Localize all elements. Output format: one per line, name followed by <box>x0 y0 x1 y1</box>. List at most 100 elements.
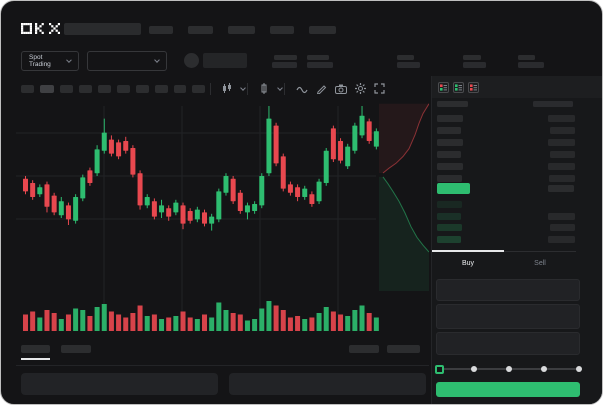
candlestick-series <box>23 115 379 224</box>
camera-icon[interactable] <box>335 84 347 94</box>
divider <box>247 82 248 95</box>
ask-amount-bar <box>549 175 575 182</box>
stat-label <box>307 55 329 60</box>
settings-gear-icon[interactable] <box>355 83 366 94</box>
ask-price-bar <box>437 175 462 182</box>
nav-item-1[interactable] <box>149 26 173 34</box>
slider-stop-3[interactable] <box>541 366 547 372</box>
timeframe-button-8[interactable] <box>155 85 168 93</box>
timeframe-button-3[interactable] <box>60 85 73 93</box>
nav-item-4[interactable] <box>270 26 294 34</box>
volume-series <box>23 301 379 331</box>
tab-sell[interactable]: Sell <box>534 260 546 267</box>
bottom-tab-1[interactable] <box>21 345 50 353</box>
bottom-right-item-2[interactable] <box>387 345 420 353</box>
slider-stop-2[interactable] <box>506 366 512 372</box>
ask-price-bar <box>437 115 463 122</box>
ask-row[interactable] <box>432 138 597 147</box>
divider <box>284 82 285 95</box>
tab-buy[interactable]: Buy <box>432 250 504 273</box>
candle-interval-icon[interactable] <box>222 83 232 94</box>
nav-item-3[interactable] <box>228 26 255 34</box>
pair-selector-dropdown[interactable] <box>87 51 167 71</box>
order-input-3[interactable] <box>436 332 580 355</box>
slider-handle[interactable] <box>434 364 444 374</box>
user-balance <box>272 55 302 68</box>
nav-item-2[interactable] <box>188 26 213 34</box>
timeframe-button-5[interactable] <box>98 85 111 93</box>
fullscreen-icon[interactable] <box>374 83 385 94</box>
order-input-1[interactable] <box>436 279 580 301</box>
chevron-down-icon[interactable] <box>277 84 283 91</box>
bottom-panels <box>21 373 426 395</box>
bottom-panel-2[interactable] <box>229 373 426 395</box>
stat-label <box>397 55 414 60</box>
orderbook-panel: Buy Sell <box>431 76 602 404</box>
indicator-wave-icon[interactable] <box>296 84 308 94</box>
stat-label <box>518 55 535 60</box>
book-asks-icon[interactable] <box>468 81 479 93</box>
account-box[interactable] <box>203 53 247 68</box>
stat-value <box>463 62 486 68</box>
book-bids-icon[interactable] <box>453 81 464 93</box>
slider-stop-4[interactable] <box>576 366 582 372</box>
bottom-panel-1[interactable] <box>21 373 218 395</box>
ask-row[interactable] <box>432 162 597 171</box>
ask-row[interactable] <box>432 126 597 135</box>
book-combined-icon[interactable] <box>438 81 449 93</box>
divider <box>210 82 211 95</box>
chevron-down-icon[interactable] <box>240 84 246 91</box>
chevron-down-icon <box>154 57 160 63</box>
draw-pencil-icon[interactable] <box>316 83 327 94</box>
timeframe-button-10[interactable] <box>192 85 205 93</box>
bid-row[interactable] <box>432 235 597 244</box>
timeframe-toolbar <box>21 84 211 94</box>
ask-row[interactable] <box>432 150 597 159</box>
depth-chart[interactable] <box>379 96 429 291</box>
bid-row[interactable] <box>432 223 597 232</box>
depth-bids-area <box>379 176 429 291</box>
bid-price-bar <box>437 201 462 208</box>
order-input-2[interactable] <box>436 304 580 329</box>
user-avatar[interactable] <box>184 53 199 68</box>
market-type-dropdown[interactable]: Spot Trading <box>21 51 79 71</box>
ask-row[interactable] <box>432 114 597 123</box>
ask-row[interactable] <box>432 174 597 183</box>
bottom-tab-2[interactable] <box>61 345 91 353</box>
bottom-right-items <box>349 345 420 353</box>
ask-price-bar <box>437 151 461 158</box>
nav-item-5[interactable] <box>309 26 336 34</box>
orderbook-toolbar <box>432 76 602 98</box>
ask-amount-bar <box>548 163 575 170</box>
timeframe-button-9[interactable] <box>174 85 186 93</box>
timeframe-button-6[interactable] <box>117 85 130 93</box>
chart-style-icon[interactable] <box>259 83 269 94</box>
timeframe-button-7[interactable] <box>136 85 149 93</box>
timeframe-button-4[interactable] <box>79 85 92 93</box>
search-input[interactable] <box>64 23 141 35</box>
price-chart[interactable] <box>16 98 431 338</box>
bid-price-bar <box>437 224 462 231</box>
bid-row[interactable] <box>432 200 597 209</box>
timeframe-button-1[interactable] <box>21 85 34 93</box>
brand-logo[interactable] <box>21 23 61 34</box>
bid-price-bar <box>437 235 461 243</box>
candle-wicks <box>25 106 377 231</box>
last-price-row[interactable] <box>432 183 597 195</box>
buy-submit-button[interactable] <box>436 382 580 397</box>
stat-label <box>463 55 481 60</box>
amount-slider[interactable] <box>434 364 582 374</box>
slider-stop-1[interactable] <box>471 366 477 372</box>
divider <box>16 365 429 366</box>
bid-amount-bar <box>550 224 575 231</box>
timeframe-button-2[interactable] <box>40 85 54 93</box>
active-tab-underline <box>21 358 50 360</box>
ask-amount-bar <box>548 115 575 122</box>
bid-amount-bar <box>548 235 575 243</box>
chevron-down-icon <box>66 57 72 63</box>
bid-row[interactable] <box>432 212 597 221</box>
bottom-right-item-1[interactable] <box>349 345 379 353</box>
stat-value <box>307 62 333 68</box>
ask-price-bar <box>437 127 461 134</box>
trade-tabs: Buy Sell <box>432 250 576 273</box>
